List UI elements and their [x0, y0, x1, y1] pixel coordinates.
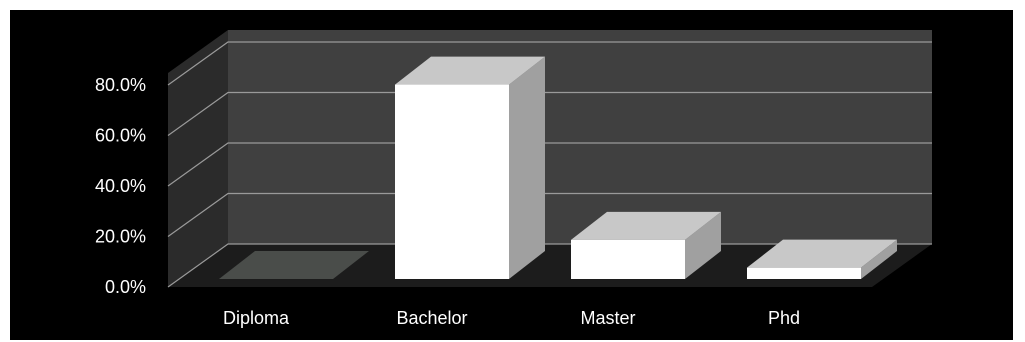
bar-top [219, 251, 369, 279]
bar-top [747, 239, 897, 268]
bar-front [571, 239, 685, 279]
bar-top [395, 56, 545, 85]
y-tick-label: 80.0% [95, 75, 146, 95]
y-tick-label: 60.0% [95, 126, 146, 146]
x-category-label: Diploma [223, 308, 290, 328]
chart-bars [219, 56, 897, 280]
bar-diploma [219, 251, 369, 279]
bar-phd [747, 239, 897, 279]
gridline [167, 142, 932, 187]
gridline [167, 91, 932, 136]
bar-top [571, 211, 721, 240]
bar-bachelor [395, 56, 545, 280]
side-wall [168, 30, 228, 287]
x-category-label: Phd [768, 308, 800, 328]
gridline [167, 41, 932, 86]
bar-master [571, 211, 721, 279]
bar-side [685, 211, 721, 279]
x-axis-category-labels: Diploma Bachelor Master Phd [223, 308, 800, 328]
x-category-label: Bachelor [396, 308, 467, 328]
bar-side [509, 56, 545, 280]
bar-side [861, 239, 897, 279]
gridline [167, 192, 932, 237]
y-tick-label: 40.0% [95, 176, 146, 196]
bar-front [747, 267, 861, 279]
y-tick-label: 20.0% [95, 227, 146, 247]
y-tick-label: 0.0% [105, 277, 146, 297]
y-axis-tick-labels: 0.0% 20.0% 40.0% 60.0% 80.0% [95, 75, 146, 297]
back-wall [228, 30, 932, 244]
bar-front [395, 84, 509, 279]
x-category-label: Master [580, 308, 635, 328]
